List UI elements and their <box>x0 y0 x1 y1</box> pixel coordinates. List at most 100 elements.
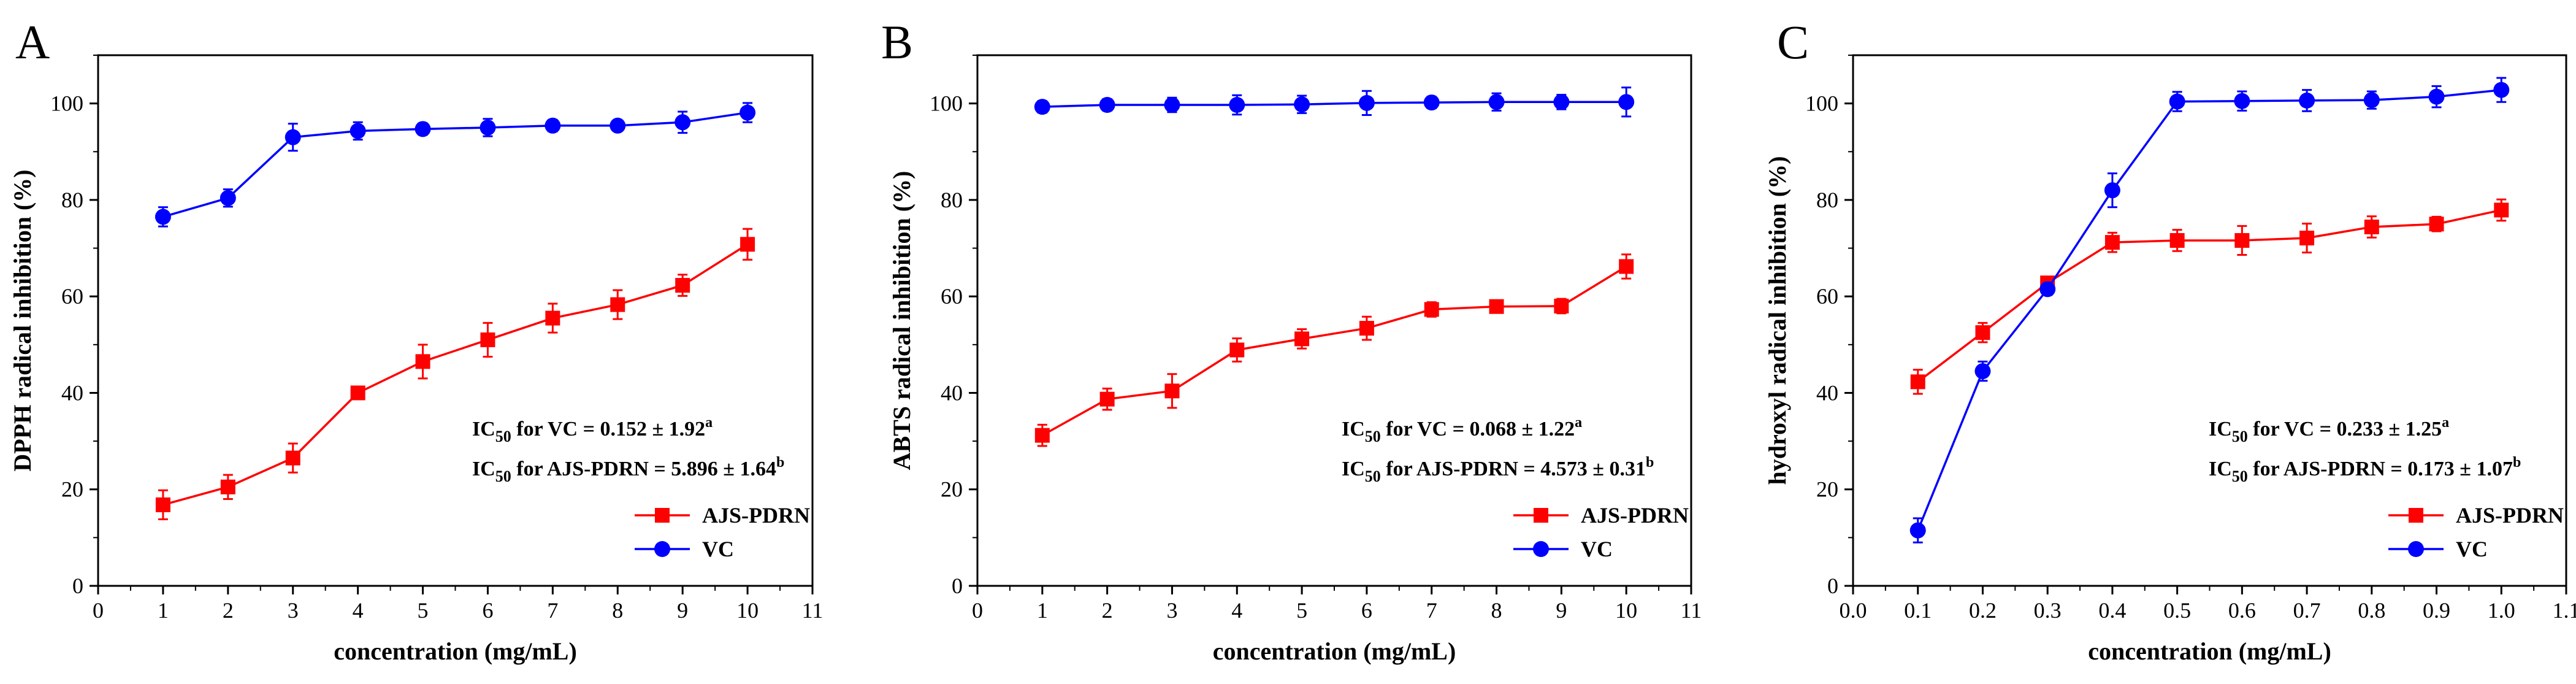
x-tick-label: 6 <box>1361 598 1372 623</box>
legend-label: AJS-PDRN <box>1581 503 1689 528</box>
chart-panel-B: B 0 1 2 3 4 5 6 7 8 9 10 11 0 20 40 60 80 100 concentration… <box>881 15 1702 665</box>
data-point-circle <box>740 104 756 121</box>
data-point-circle <box>2493 82 2510 98</box>
x-tick-label: 11 <box>1681 598 1702 623</box>
x-tick-label: 0.6 <box>2228 598 2256 623</box>
x-tick-label: 0.2 <box>1969 598 1997 623</box>
legend-item-AJS-PDRN: AJS-PDRN <box>2388 503 2564 528</box>
data-point-circle <box>1488 94 1505 110</box>
data-point-circle <box>1909 522 1926 539</box>
data-point-square <box>1099 391 1115 407</box>
panel-letter: C <box>1777 15 1809 69</box>
data-point-circle <box>2428 88 2445 105</box>
series-line-AJS-PDRN <box>162 243 749 506</box>
legend-item-VC: VC <box>1513 537 1613 561</box>
x-tick-label: 1.1 <box>2553 598 2576 623</box>
data-point-circle <box>415 121 431 137</box>
y-axis-title: DPPH radical inhibition (%) <box>9 169 36 471</box>
x-tick-label: 9 <box>677 598 688 623</box>
data-point-circle <box>1229 96 1245 113</box>
series-VC <box>1034 86 1635 118</box>
annot-sup: b <box>776 455 784 471</box>
x-tick-label: 2 <box>1102 598 1113 623</box>
x-tick-label: 0.7 <box>2293 598 2321 623</box>
series-VC <box>155 102 756 228</box>
x-tick-label: 0.8 <box>2358 598 2385 623</box>
ic50-annotation: IC50 for AJS-PDRN = 4.573 ± 0.31b <box>1342 455 1654 485</box>
data-point-circle <box>2104 182 2120 199</box>
y-tick-label: 20 <box>941 477 963 502</box>
data-point-square <box>740 237 755 252</box>
data-point-circle <box>2039 281 2056 298</box>
annot-sup: b <box>2513 455 2521 471</box>
data-point-circle <box>1294 96 1310 113</box>
x-tick-label: 9 <box>1556 598 1567 623</box>
data-point-square <box>2364 219 2379 234</box>
x-tick-label: 7 <box>547 598 558 623</box>
data-point-square <box>2429 217 2444 232</box>
y-tick-label: 80 <box>1816 188 1838 212</box>
x-tick-label: 3 <box>1166 598 1177 623</box>
y-tick-label: 20 <box>1816 477 1838 502</box>
x-tick-label: 11 <box>802 598 824 623</box>
annot-text: for AJS-PDRN = 4.573 ± 0.31 <box>1381 458 1646 480</box>
y-tick-label: 100 <box>930 91 963 116</box>
legend-marker-square <box>1534 508 1548 523</box>
data-point-circle <box>610 117 626 134</box>
y-tick-label: 0 <box>72 574 83 598</box>
series-VC <box>1909 77 2510 544</box>
x-tick-label: 10 <box>1615 598 1637 623</box>
x-tick-label: 8 <box>1491 598 1502 623</box>
data-point-circle <box>1034 99 1050 115</box>
legend-marker-square <box>2409 508 2423 523</box>
x-tick-label: 8 <box>612 598 623 623</box>
legend-item-VC: VC <box>635 537 734 561</box>
legend-label: AJS-PDRN <box>702 503 810 528</box>
ic50-annotation: IC50 for VC = 0.152 ± 1.92a <box>472 415 713 445</box>
x-tick-label: 0.4 <box>2098 598 2126 623</box>
annot-prefix: IC <box>2209 418 2232 440</box>
x-tick-label: 6 <box>482 598 493 623</box>
annot-prefix: IC <box>472 458 495 480</box>
annot-prefix: IC <box>2209 458 2232 480</box>
chart-panel-C: C 0.0 0.1 0.2 0.3 0.4 0.5 0.6 0.7 0.8 0.9 1.0 1.1 0 20… <box>1764 15 2576 665</box>
annot-text: for VC = 0.233 ± 1.25 <box>2248 418 2442 440</box>
legend-item-VC: VC <box>2388 537 2488 561</box>
x-axis-title: concentration (mg/mL) <box>1213 637 1456 665</box>
y-tick-label: 60 <box>941 284 963 309</box>
x-tick-label: 0.0 <box>1840 598 1867 623</box>
y-axis-title: ABTS radical inhibition (%) <box>888 171 915 471</box>
data-point-circle <box>2363 92 2380 109</box>
annot-text: for VC = 0.068 ± 1.22 <box>1381 418 1575 440</box>
ic50-annotation: IC50 for VC = 0.233 ± 1.25a <box>2209 415 2449 445</box>
annot-sub: 50 <box>1365 428 1381 445</box>
annot-text: for AJS-PDRN = 5.896 ± 1.64 <box>511 458 776 480</box>
legend-label: VC <box>702 537 734 561</box>
series-line-AJS-PDRN <box>1041 265 1627 437</box>
data-point-circle <box>1553 94 1570 110</box>
y-tick-label: 40 <box>61 380 83 405</box>
data-point-circle <box>2299 92 2315 109</box>
y-tick-label: 40 <box>1816 380 1838 405</box>
data-point-circle <box>1974 363 1991 380</box>
data-point-square <box>220 479 235 494</box>
legend-marker-circle <box>654 541 670 557</box>
y-tick-label: 80 <box>61 188 83 212</box>
x-tick-label: 4 <box>353 598 364 623</box>
chart-panel-A: A 0 1 2 3 4 5 6 7 8 9 10 11 0 20 40 60 80 100 concentration… <box>9 15 823 665</box>
data-point-square <box>1034 428 1050 443</box>
y-tick-label: 60 <box>1816 284 1838 309</box>
x-tick-label: 1 <box>158 598 169 623</box>
annot-sub: 50 <box>495 428 511 445</box>
ic50-annotation: IC50 for AJS-PDRN = 5.896 ± 1.64b <box>472 455 784 485</box>
data-point-square <box>1554 298 1569 313</box>
y-tick-label: 100 <box>1805 91 1838 116</box>
annot-sub: 50 <box>1365 467 1381 485</box>
series-AJS-PDRN <box>1034 253 1634 447</box>
x-tick-label: 0.3 <box>2034 598 2062 623</box>
annot-prefix: IC <box>472 418 495 440</box>
data-point-circle <box>480 119 496 136</box>
data-point-circle <box>1423 94 1440 111</box>
data-point-circle <box>2169 93 2185 110</box>
y-tick-label: 40 <box>941 380 963 405</box>
